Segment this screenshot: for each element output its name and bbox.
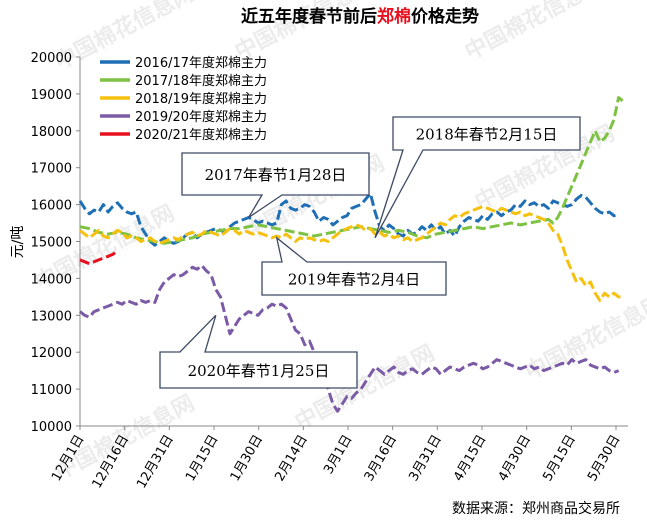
y-tick-label: 10000 <box>31 420 72 435</box>
annotation-box <box>261 236 447 296</box>
x-tick-label: 4月15日 <box>451 433 489 485</box>
x-tick-label: 3月1日 <box>321 433 355 477</box>
title-prefix: 近五年度春节前后 <box>241 6 377 27</box>
y-tick-label: 16000 <box>31 199 72 214</box>
y-tick-label: 11000 <box>31 383 72 398</box>
legend-label: 2018/19年度郑棉主力 <box>135 91 267 107</box>
x-tick-label: 2月14日 <box>272 433 310 485</box>
series-line-4 <box>79 264 620 413</box>
y-tick-label: 12000 <box>31 346 72 361</box>
annotation-box <box>159 314 358 389</box>
annotation-box <box>374 116 581 239</box>
annotation-label: 2019年春节2月4日 <box>288 271 420 289</box>
series-line-2 <box>79 96 625 245</box>
x-tick-label: 3月31日 <box>406 433 444 485</box>
annotation-box <box>181 152 370 219</box>
title-highlight: 郑棉 <box>377 6 411 27</box>
series-line-3 <box>79 204 624 302</box>
chart-title: 近五年度春节前后郑棉价格走势 <box>241 6 479 27</box>
y-axis-label: 元/吨 <box>10 226 26 259</box>
x-tick-label: 4月30日 <box>496 433 534 485</box>
y-tick-label: 18000 <box>31 125 72 140</box>
series-line-5 <box>79 249 119 266</box>
y-tick-label: 15000 <box>31 236 72 251</box>
y-tick-label: 19000 <box>31 88 72 103</box>
x-tick-label: 1月15日 <box>183 433 221 485</box>
annotation-label: 2020年春节1月25日 <box>188 362 330 380</box>
legend-label: 2017/18年度郑棉主力 <box>135 73 267 89</box>
annotation-label: 2017年春节1月28日 <box>205 166 347 184</box>
title-suffix: 价格走势 <box>411 6 479 27</box>
legend-label: 2020/21年度郑棉主力 <box>135 127 267 143</box>
y-tick-label: 20000 <box>31 51 72 66</box>
x-tick-label: 3月16日 <box>362 433 400 485</box>
legend: 2016/17年度郑棉主力 2017/18年度郑棉主力 2018/19年度郑棉主力 2… <box>100 55 267 143</box>
x-tick-label: 5月30日 <box>585 433 623 485</box>
y-tick-label: 13000 <box>31 309 72 324</box>
x-tick-label: 5月15日 <box>540 433 578 485</box>
y-tick-label: 17000 <box>31 162 72 177</box>
series-layer <box>78 96 625 413</box>
watermark-text: 中国棉花信息网 <box>521 290 647 385</box>
y-tick-label: 14000 <box>31 272 72 287</box>
annotations: 2018年春节2月15日 2017年春节1月28日 2019年春节2月4日 2020年… <box>159 116 581 389</box>
legend-label: 2019/20年度郑棉主力 <box>135 109 267 125</box>
source-note: 数据来源：郑州商品交易所 <box>452 500 620 517</box>
watermark-text: 中国棉花信息网 <box>461 0 609 65</box>
x-tick-label: 1月30日 <box>228 433 266 485</box>
legend-label: 2016/17年度郑棉主力 <box>135 55 267 71</box>
y-axis-label-text: 元/吨 <box>10 226 26 259</box>
annotation-label: 2018年春节2月15日 <box>416 126 558 144</box>
